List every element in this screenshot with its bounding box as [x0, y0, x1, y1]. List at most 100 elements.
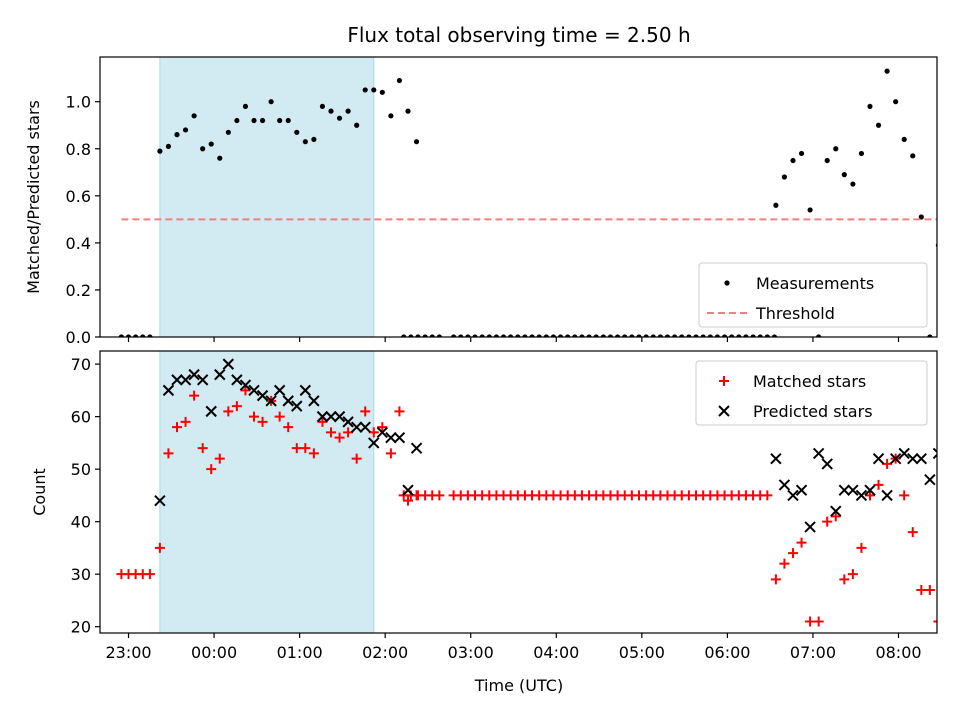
data-point: [300, 443, 311, 454]
axes-frame: [99, 350, 938, 634]
data-point: [334, 432, 345, 443]
data-point: [222, 358, 235, 370]
data-point: [144, 569, 155, 580]
data-point: [807, 207, 813, 213]
data-point: [529, 334, 535, 337]
data-point: [781, 174, 788, 180]
data-point: [830, 511, 841, 522]
data-point: [600, 334, 606, 337]
y-tick-label: 50: [71, 460, 91, 479]
data-point: [174, 132, 180, 138]
x-tick-label: 03:00: [448, 643, 494, 662]
data-point: [472, 334, 478, 337]
data-point: [557, 334, 564, 337]
legend-entry: Measurements: [724, 274, 874, 293]
data-layer: [116, 358, 960, 627]
data-point: [951, 616, 960, 626]
data-point: [410, 442, 423, 454]
data-point: [847, 569, 858, 580]
data-point: [707, 334, 713, 337]
y-tick-label: 0.8: [66, 140, 91, 159]
data-point: [700, 334, 706, 337]
data-point: [779, 558, 790, 569]
data-point: [171, 374, 183, 386]
data-point: [838, 484, 851, 496]
x-tick-label: 01:00: [277, 643, 323, 662]
data-point: [915, 452, 928, 465]
data-point: [867, 103, 873, 110]
data-point: [881, 489, 893, 502]
data-point: [180, 416, 191, 427]
y-tick-label: 30: [71, 565, 91, 584]
data-point: [942, 469, 952, 479]
legend-marker: [719, 376, 729, 386]
data-point: [196, 374, 209, 386]
data-point: [536, 334, 542, 337]
data-point: [350, 421, 363, 433]
x-tick-label: 02:00: [362, 643, 408, 662]
y-tick-label: 0.4: [66, 234, 91, 253]
chart-title: Flux total observing time = 2.50 h: [347, 23, 690, 47]
data-point: [377, 422, 388, 433]
data-point: [855, 489, 868, 502]
data-point: [933, 620, 937, 623]
bottom-y-axis-label: Count: [30, 468, 49, 516]
data-point: [830, 505, 842, 517]
data-point: [910, 153, 916, 159]
data-point: [163, 448, 174, 459]
data-point: [342, 416, 354, 428]
data-point: [479, 334, 485, 337]
shaded-interval: [159, 350, 375, 634]
data-point: [154, 494, 166, 507]
data-point: [408, 334, 414, 337]
data-point: [812, 447, 825, 460]
data-point: [872, 452, 885, 465]
data-point: [248, 384, 260, 397]
data-point: [413, 139, 420, 145]
data-point: [927, 334, 933, 337]
x-axis-label: Time (UTC): [474, 676, 563, 695]
data-point: [325, 410, 337, 423]
legend-marker: [718, 405, 730, 417]
data-point: [579, 334, 585, 337]
data-point: [451, 334, 457, 337]
data-point: [918, 214, 924, 220]
data-point: [721, 334, 728, 337]
legend-label: Measurements: [756, 274, 874, 293]
data-point: [757, 334, 763, 337]
data-point: [873, 479, 884, 490]
data-point: [839, 574, 850, 585]
data-point: [434, 490, 445, 501]
data-point: [182, 127, 189, 133]
data-point: [188, 368, 200, 381]
data-point: [458, 334, 464, 337]
y-tick-label: 0.6: [66, 187, 91, 206]
data-point: [764, 334, 770, 337]
data-point: [858, 150, 865, 157]
data-point: [770, 574, 781, 585]
data-point: [850, 181, 856, 187]
data-point: [225, 129, 231, 135]
legend: Matched stars Predicted stars: [695, 360, 928, 426]
data-point: [231, 401, 242, 412]
data-point: [790, 157, 796, 164]
data-point: [889, 452, 902, 465]
data-point: [771, 334, 778, 337]
data-point: [901, 136, 907, 142]
data-point: [875, 122, 882, 128]
data-point: [351, 453, 362, 464]
data-point: [354, 122, 360, 128]
legend-label: Threshold: [755, 304, 835, 323]
data-point: [368, 437, 380, 449]
x-tick-label: 04:00: [533, 643, 579, 662]
data-point: [729, 334, 735, 337]
data-point: [214, 368, 226, 381]
data-point: [362, 87, 368, 93]
data-point: [805, 616, 816, 627]
y-tick-label: 60: [71, 408, 91, 427]
data-point: [208, 141, 214, 147]
data-point: [345, 108, 351, 114]
data-point: [465, 334, 471, 337]
legend: Measurements Threshold: [698, 262, 928, 328]
data-point: [679, 334, 685, 337]
